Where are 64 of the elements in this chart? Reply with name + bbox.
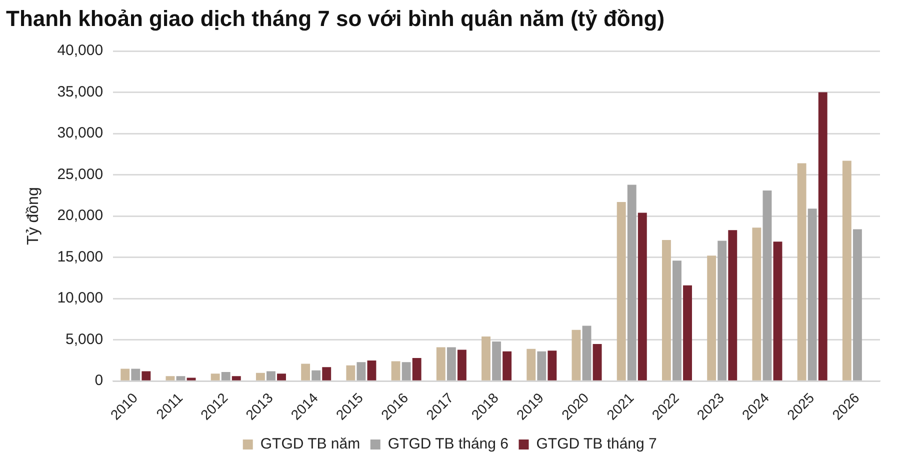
bar — [672, 260, 682, 380]
bar — [346, 365, 356, 380]
bar — [277, 374, 286, 380]
bar — [683, 285, 692, 380]
chart-title: Thanh khoản giao dịch tháng 7 so với bình quân năm (tỷ đồng) — [6, 6, 666, 32]
bar — [616, 202, 626, 380]
y-tick-label: 10,000 — [57, 290, 104, 307]
y-tick-label: 5,000 — [66, 330, 104, 348]
bar — [312, 370, 321, 380]
bar — [762, 190, 772, 380]
bar — [492, 341, 502, 380]
bar — [662, 240, 671, 380]
bar — [548, 350, 557, 380]
bar — [131, 368, 140, 380]
bar — [638, 212, 647, 380]
bar — [537, 351, 546, 380]
bar — [221, 372, 230, 380]
y-axis-title: Tỷ đồng — [25, 187, 42, 245]
bar — [797, 163, 806, 380]
bar — [367, 360, 376, 380]
bar — [210, 374, 220, 380]
bar — [412, 358, 422, 380]
y-tick-label: 40,000 — [57, 42, 104, 60]
bar — [176, 376, 186, 380]
bar — [457, 350, 466, 380]
bar — [773, 242, 782, 380]
bar — [808, 208, 817, 380]
legend-label: GTGD TB năm — [260, 436, 360, 453]
bar — [356, 362, 366, 380]
bar — [526, 348, 536, 380]
bar — [707, 256, 716, 380]
bar — [120, 368, 130, 380]
bar — [852, 229, 862, 380]
bar — [502, 351, 512, 380]
bar — [572, 330, 581, 380]
bar — [391, 361, 400, 380]
y-tick-label: 0 — [94, 372, 104, 390]
bar — [718, 240, 727, 380]
y-tick-label: 30,000 — [57, 124, 104, 142]
bar — [592, 344, 602, 380]
bar — [266, 371, 276, 380]
bar — [482, 336, 490, 380]
bar — [142, 371, 151, 380]
bar — [627, 184, 636, 380]
y-tick-label: 35,000 — [57, 83, 104, 100]
bar — [582, 326, 592, 380]
legend-label: GTGD TB tháng 7 — [536, 436, 657, 453]
bar — [301, 364, 310, 380]
bar — [186, 378, 196, 380]
bar — [322, 367, 332, 380]
bar — [842, 160, 852, 380]
y-tick-label: 25,000 — [57, 166, 104, 183]
bar — [256, 372, 265, 380]
y-tick-label: 20,000 — [57, 207, 104, 224]
legend-label: GTGD TB tháng 6 — [388, 436, 508, 453]
bar — [752, 228, 762, 380]
bar — [232, 376, 241, 380]
y-tick-label: 15,000 — [57, 248, 104, 266]
bar — [728, 230, 738, 380]
bar — [818, 92, 828, 380]
bar — [166, 376, 175, 380]
bar — [436, 347, 446, 380]
bar — [402, 362, 411, 380]
bar — [446, 347, 456, 380]
